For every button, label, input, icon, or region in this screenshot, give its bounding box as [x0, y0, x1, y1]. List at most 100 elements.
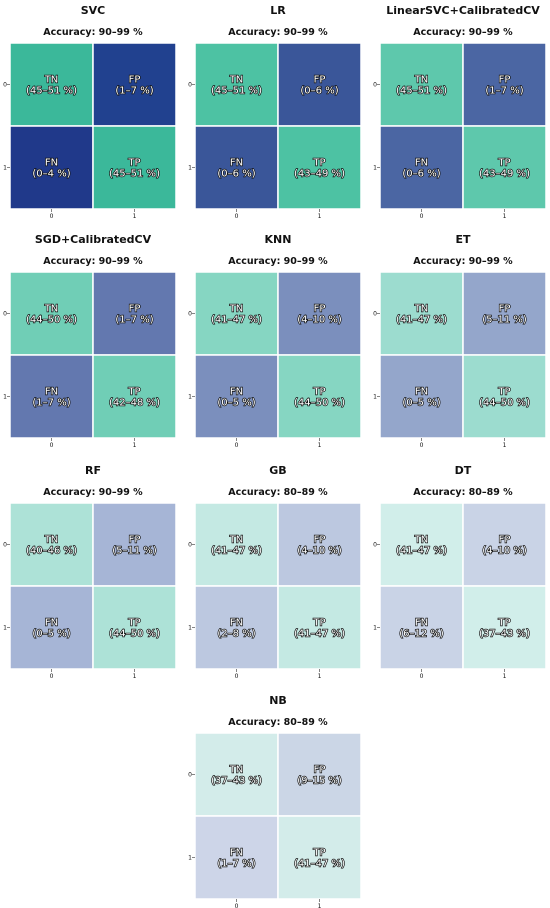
chart-title: GB [269, 464, 286, 477]
cell-label: FP [129, 304, 141, 315]
heatmap-cell-fp [462, 502, 547, 587]
chart-subtitle: Accuracy: 80–89 % [228, 487, 328, 498]
y-tick-label: 1 [373, 165, 377, 172]
cell-label: TN [229, 765, 244, 776]
chart-subtitle: Accuracy: 80–89 % [413, 487, 513, 498]
y-tick-label: 1 [188, 394, 192, 401]
heatmap-cell-tp [277, 815, 362, 900]
cell-range: (4–10 %) [482, 546, 527, 557]
cell-range: (40–46 %) [26, 546, 77, 557]
cell-range: (42–48 %) [109, 398, 160, 409]
x-tick-label: 1 [318, 442, 322, 449]
cell-range: (37–43 %) [479, 629, 530, 640]
cell-range: (1–7 %) [115, 86, 153, 97]
confusion-matrix-linearsvc-calibratedcv: LinearSVC+CalibratedCV Accuracy: 90–99 % T… [373, 4, 547, 220]
y-tick-label: 0 [188, 542, 192, 549]
confusion-matrix-dt: DT Accuracy: 80–89 % TN(41–47 %) FP(4–10 %)… [373, 464, 547, 680]
heatmap-cell-fn [9, 125, 94, 210]
x-tick-label: 0 [50, 442, 54, 449]
chart-title: DT [455, 464, 472, 477]
chart-title: RF [85, 464, 101, 477]
confusion-matrix-sgd-calibratedcv: SGD+CalibratedCV Accuracy: 90–99 % TN(44–5… [3, 233, 177, 449]
chart-subtitle: Accuracy: 90–99 % [228, 27, 328, 38]
chart-title: SVC [81, 4, 106, 17]
y-tick-label: 1 [188, 855, 192, 862]
heatmap-cell-tp [92, 125, 177, 210]
confusion-matrix-rf: RF Accuracy: 90–99 % TN(40–46 %) FP(5–11 %)… [3, 464, 177, 680]
cell-label: FN [415, 618, 428, 629]
heatmap-cell-tp [277, 125, 362, 210]
y-tick-label: 1 [3, 625, 7, 632]
y-tick-label: 1 [188, 625, 192, 632]
x-tick-label: 0 [50, 213, 54, 220]
cell-label: TP [497, 387, 510, 398]
x-tick-label: 1 [503, 442, 507, 449]
chart-title: ET [455, 233, 471, 246]
x-tick-label: 0 [50, 673, 54, 680]
x-tick-label: 1 [318, 903, 322, 908]
cell-range: (45–51 %) [109, 169, 160, 180]
cell-range: (0–4 %) [32, 169, 70, 180]
cell-label: TP [127, 618, 140, 629]
x-tick-label: 0 [235, 903, 239, 908]
y-tick-label: 0 [188, 772, 192, 779]
cell-range: (41–47 %) [211, 546, 262, 557]
y-tick-label: 0 [188, 82, 192, 89]
cell-label: TP [127, 387, 140, 398]
cell-label: TN [44, 304, 59, 315]
x-tick-label: 0 [235, 673, 239, 680]
chart-title: SGD+CalibratedCV [35, 233, 152, 246]
chart-subtitle: Accuracy: 90–99 % [43, 27, 143, 38]
cell-label: FP [314, 535, 326, 546]
confusion-matrix-nb: NB Accuracy: 80–89 % TN(37–43 %) FP(9–15 %)… [188, 694, 362, 908]
cell-range: (0–5 %) [217, 398, 255, 409]
heatmap-cell-fp [277, 271, 362, 356]
cell-label: TN [229, 75, 244, 86]
cell-range: (44–50 %) [109, 629, 160, 640]
heatmap-cell-fp [277, 42, 362, 127]
chart-title: KNN [265, 233, 292, 246]
cell-range: (4–10 %) [297, 315, 342, 326]
y-tick-label: 0 [373, 82, 377, 89]
cell-range: (41–47 %) [396, 315, 447, 326]
chart-title: LinearSVC+CalibratedCV [386, 4, 540, 17]
chart-title: NB [269, 694, 287, 707]
heatmap-cell-tp [462, 125, 547, 210]
cell-range: (45–51 %) [396, 86, 447, 97]
chart-subtitle: Accuracy: 90–99 % [43, 487, 143, 498]
heatmap-cell-fp [277, 732, 362, 817]
y-tick-label: 0 [188, 311, 192, 318]
cell-label: FP [499, 75, 511, 86]
chart-title: LR [270, 4, 286, 17]
x-tick-label: 1 [503, 673, 507, 680]
cell-label: FN [45, 158, 58, 169]
chart-subtitle: Accuracy: 80–89 % [228, 717, 328, 728]
cell-range: (45–51 %) [26, 86, 77, 97]
heatmap-cell-fp [92, 502, 177, 587]
cell-range: (0–6 %) [402, 169, 440, 180]
chart-subtitle: Accuracy: 90–99 % [413, 256, 513, 267]
x-tick-label: 0 [420, 213, 424, 220]
x-tick-label: 0 [235, 442, 239, 449]
y-tick-label: 0 [3, 542, 7, 549]
cell-label: TP [312, 387, 325, 398]
heatmap-cell-fn [194, 354, 279, 439]
cell-range: (5–11 %) [112, 546, 157, 557]
y-tick-label: 1 [373, 625, 377, 632]
heatmap-cell-tp [277, 585, 362, 670]
chart-subtitle: Accuracy: 90–99 % [413, 27, 513, 38]
cell-range: (0–5 %) [402, 398, 440, 409]
cell-range: (44–50 %) [479, 398, 530, 409]
x-tick-label: 1 [133, 442, 137, 449]
cell-label: TP [497, 618, 510, 629]
confusion-matrix-et: ET Accuracy: 90–99 % TN(41–47 %) FP(5–11 %)… [373, 233, 547, 449]
cell-label: TN [44, 535, 59, 546]
cell-range: (0–6 %) [300, 86, 338, 97]
cell-range: (0–5 %) [32, 629, 70, 640]
cell-range: (43–49 %) [479, 169, 530, 180]
cell-range: (1–7 %) [32, 398, 70, 409]
y-tick-label: 1 [188, 165, 192, 172]
